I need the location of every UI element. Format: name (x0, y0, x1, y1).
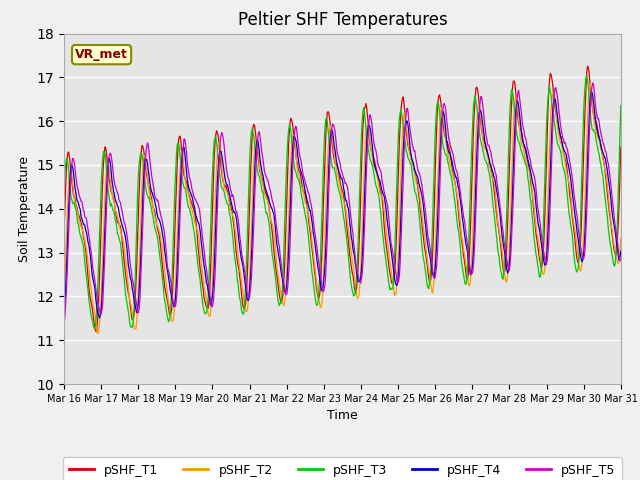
pSHF_T4 (128, 285, 136, 291)
pSHF_T2 (185, 193, 193, 199)
pSHF_T2 (214, 142, 222, 147)
pSHF_T5 (184, 165, 192, 170)
pSHF_T5 (617, 257, 625, 263)
Line: pSHF_T4: pSHF_T4 (64, 93, 621, 318)
pSHF_T2 (428, 283, 435, 288)
pSHF_T2 (586, 81, 594, 87)
pSHF_T4 (411, 168, 419, 173)
pSHF_T5 (60, 320, 68, 325)
pSHF_T1 (60, 229, 68, 235)
Line: pSHF_T1: pSHF_T1 (64, 66, 621, 331)
pSHF_T1 (128, 317, 136, 323)
pSHF_T1 (70, 194, 78, 200)
pSHF_T5 (426, 247, 434, 253)
Text: VR_met: VR_met (75, 48, 128, 61)
pSHF_T5 (214, 208, 221, 214)
pSHF_T4 (588, 90, 596, 96)
pSHF_T4 (96, 315, 104, 321)
pSHF_T1 (428, 274, 435, 280)
pSHF_T3 (70, 200, 78, 205)
pSHF_T4 (214, 167, 222, 173)
pSHF_T1 (92, 328, 100, 334)
Line: pSHF_T3: pSHF_T3 (64, 76, 621, 328)
pSHF_T4 (60, 311, 68, 317)
X-axis label: Time: Time (327, 409, 358, 422)
pSHF_T5 (70, 158, 78, 164)
pSHF_T4 (70, 177, 78, 182)
pSHF_T2 (94, 331, 102, 336)
pSHF_T1 (617, 144, 625, 150)
pSHF_T2 (70, 193, 78, 199)
pSHF_T3 (411, 189, 419, 194)
pSHF_T3 (214, 154, 222, 160)
pSHF_T3 (60, 186, 68, 192)
pSHF_T4 (617, 248, 625, 254)
pSHF_T3 (185, 205, 193, 211)
pSHF_T1 (411, 170, 419, 176)
pSHF_T5 (589, 80, 596, 86)
pSHF_T3 (90, 325, 98, 331)
pSHF_T2 (411, 169, 419, 175)
Legend: pSHF_T1, pSHF_T2, pSHF_T3, pSHF_T4, pSHF_T5: pSHF_T1, pSHF_T2, pSHF_T3, pSHF_T4, pSHF… (63, 457, 622, 480)
pSHF_T3 (428, 260, 435, 265)
Line: pSHF_T2: pSHF_T2 (64, 84, 621, 334)
pSHF_T3 (617, 103, 625, 108)
pSHF_T3 (583, 73, 591, 79)
pSHF_T3 (128, 324, 136, 330)
Y-axis label: Soil Temperature: Soil Temperature (18, 156, 31, 262)
pSHF_T1 (185, 192, 193, 197)
pSHF_T1 (584, 63, 591, 69)
Title: Peltier SHF Temperatures: Peltier SHF Temperatures (237, 11, 447, 29)
pSHF_T2 (617, 236, 625, 241)
pSHF_T5 (127, 268, 135, 274)
pSHF_T2 (60, 299, 68, 304)
pSHF_T1 (214, 132, 222, 138)
Line: pSHF_T5: pSHF_T5 (64, 83, 621, 323)
pSHF_T4 (185, 184, 193, 190)
pSHF_T2 (128, 310, 136, 316)
pSHF_T4 (428, 261, 435, 266)
pSHF_T5 (410, 148, 418, 154)
